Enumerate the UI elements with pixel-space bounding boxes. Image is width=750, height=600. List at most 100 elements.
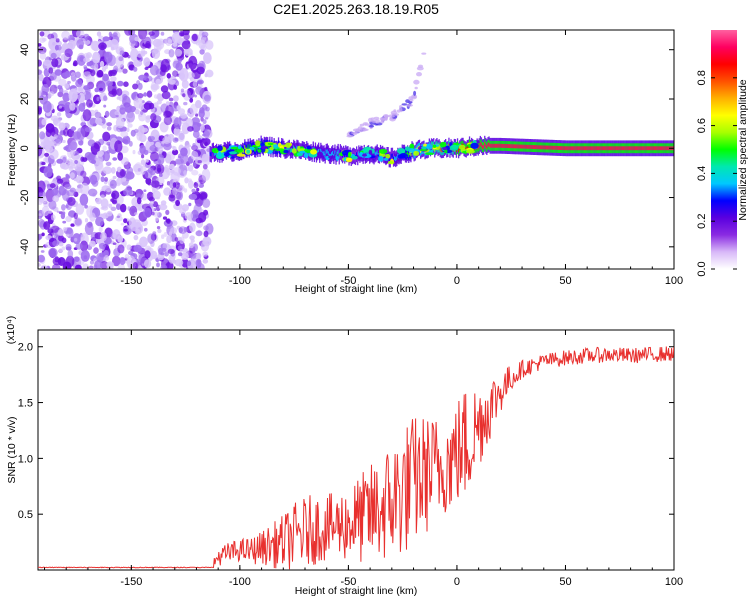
ridge-cell bbox=[328, 153, 331, 158]
ridge-blob bbox=[303, 152, 309, 159]
noise-speckle bbox=[154, 164, 162, 174]
ridge-cell bbox=[518, 144, 521, 149]
ridge-cell bbox=[440, 148, 442, 153]
branch-speckle bbox=[417, 64, 424, 68]
ridge-blob bbox=[385, 153, 391, 159]
noise-speckle bbox=[183, 170, 188, 176]
ridge-cell bbox=[293, 145, 295, 150]
noise-speckle bbox=[149, 136, 155, 141]
noise-speckle bbox=[102, 151, 110, 162]
noise-speckle bbox=[84, 204, 88, 209]
branch-speckle bbox=[421, 52, 427, 55]
noise-speckle bbox=[156, 226, 161, 230]
noise-speckle bbox=[52, 188, 59, 196]
noise-speckle bbox=[129, 33, 139, 44]
ridge-blob bbox=[223, 152, 230, 157]
noise-speckle bbox=[62, 139, 66, 144]
ridge-cell bbox=[535, 145, 537, 149]
noise-speckle bbox=[38, 43, 42, 47]
ridge-cell bbox=[376, 150, 378, 155]
noise-speckle bbox=[117, 80, 124, 87]
noise-speckle bbox=[181, 258, 189, 268]
x-tick-label: 100 bbox=[665, 576, 683, 588]
noise-speckle bbox=[62, 211, 66, 215]
ridge-cell bbox=[407, 151, 409, 156]
noise-speckle bbox=[183, 101, 188, 106]
ridge-blob bbox=[347, 151, 352, 158]
ridge-cell bbox=[634, 146, 637, 151]
noise-speckle bbox=[180, 147, 188, 157]
ridge-cell bbox=[522, 144, 524, 149]
x-tick-label: -100 bbox=[229, 275, 251, 287]
noise-speckle bbox=[108, 36, 113, 41]
noise-speckle bbox=[128, 250, 134, 256]
noise-speckle bbox=[158, 173, 163, 178]
noise-speckle bbox=[149, 65, 159, 76]
ridge-cell bbox=[489, 143, 491, 148]
ridge-blob bbox=[236, 153, 246, 157]
ridge-cell bbox=[575, 146, 577, 151]
ridge-cell bbox=[503, 144, 505, 148]
noise-speckle bbox=[130, 48, 139, 62]
noise-speckle bbox=[68, 88, 78, 103]
ridge-cell bbox=[658, 146, 661, 151]
noise-speckle bbox=[175, 199, 181, 207]
ridge-cell bbox=[331, 152, 333, 157]
ridge-blob bbox=[291, 148, 297, 154]
ridge-blob bbox=[341, 150, 349, 156]
ridge-cell bbox=[513, 144, 515, 149]
ridge-cell bbox=[606, 146, 608, 151]
ridge-cell bbox=[434, 147, 436, 152]
noise-speckle bbox=[112, 175, 117, 180]
ridge-cell bbox=[530, 145, 532, 149]
noise-speckle bbox=[141, 154, 145, 159]
noise-speckle bbox=[170, 169, 175, 174]
noise-speckle bbox=[39, 131, 46, 140]
ridge-blob bbox=[230, 154, 239, 157]
ridge-cell bbox=[586, 146, 588, 151]
ridge-blob bbox=[439, 141, 447, 148]
noise-speckle bbox=[69, 150, 76, 156]
ridge-cell bbox=[607, 146, 610, 151]
ridge-blob bbox=[230, 146, 239, 150]
noise-speckle bbox=[144, 259, 152, 269]
noise-speckle bbox=[134, 109, 140, 115]
noise-speckle bbox=[173, 84, 178, 90]
ridge-cell bbox=[580, 146, 582, 151]
x-tick-label: 0 bbox=[454, 275, 460, 287]
ridge-cell bbox=[529, 144, 531, 149]
ridge-blob bbox=[378, 148, 388, 154]
noise-speckle bbox=[67, 249, 74, 258]
ridge-cell bbox=[654, 146, 656, 151]
noise-speckle bbox=[67, 80, 71, 84]
noise-speckle bbox=[90, 159, 97, 164]
ridge-cell bbox=[512, 144, 514, 149]
noise-speckle bbox=[150, 250, 158, 260]
noise-speckle bbox=[189, 103, 198, 116]
noise-speckle bbox=[62, 92, 70, 103]
ridge-cell bbox=[235, 149, 237, 154]
ridge-cell bbox=[573, 146, 575, 151]
ridge-blob bbox=[408, 148, 415, 153]
noise-speckle bbox=[88, 188, 98, 197]
ridge-cell bbox=[505, 144, 508, 148]
ridge-cell bbox=[657, 146, 659, 151]
ridge-cell bbox=[589, 146, 591, 151]
noise-speckle bbox=[185, 118, 194, 129]
noise-speckle bbox=[110, 39, 119, 50]
noise-speckle bbox=[174, 258, 184, 267]
noise-speckle bbox=[138, 103, 145, 111]
noise-speckle bbox=[203, 230, 209, 238]
ridge-cell bbox=[592, 146, 594, 151]
ridge-cell bbox=[517, 144, 519, 149]
noise-speckle bbox=[41, 205, 50, 217]
ridge-blob bbox=[211, 147, 220, 154]
ridge-cell bbox=[655, 146, 657, 151]
ridge-cell bbox=[466, 145, 468, 150]
noise-speckle bbox=[94, 111, 102, 119]
noise-speckle bbox=[123, 228, 128, 232]
noise-speckle bbox=[58, 235, 64, 242]
noise-speckle bbox=[188, 202, 192, 207]
noise-speckle bbox=[120, 130, 129, 138]
noise-speckle bbox=[119, 191, 124, 194]
